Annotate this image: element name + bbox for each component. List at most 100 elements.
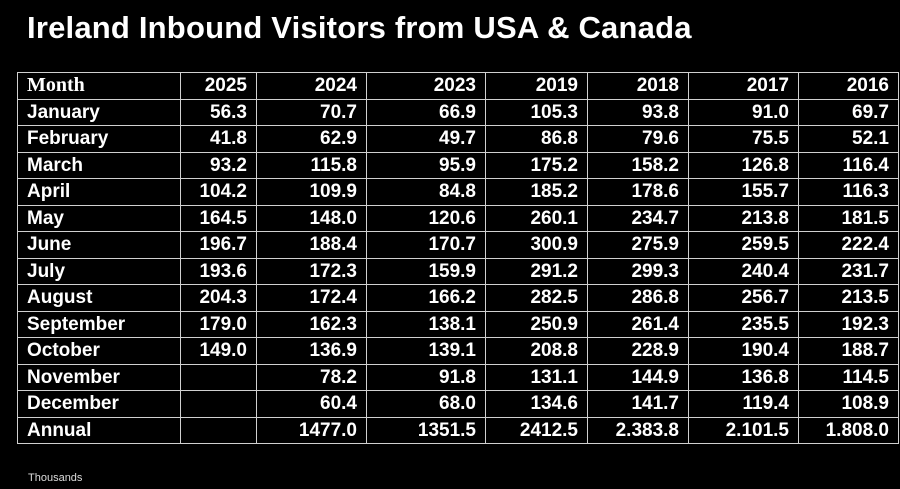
table-cell: 158.2	[587, 151, 689, 179]
table-row-december: December 60.4 68.0 134.6 141.7 119.4 108.9	[17, 390, 899, 418]
table-cell: 162.3	[256, 310, 367, 338]
table-cell: 68.0	[366, 390, 486, 418]
row-label: January	[17, 98, 181, 126]
table-cell: 1477.0	[256, 416, 367, 444]
table-cell: 261.4	[587, 310, 689, 338]
column-header-2023: 2023	[366, 72, 486, 100]
row-label: October	[17, 337, 181, 365]
table-row-september: September 179.0 162.3 138.1 250.9 261.4 235.5 1…	[17, 310, 899, 338]
table-cell: 172.3	[256, 257, 367, 285]
column-header-2025: 2025	[180, 72, 257, 100]
table-cell: 91.8	[366, 363, 486, 391]
table-cell: 2.101.5	[688, 416, 799, 444]
table-cell: 235.5	[688, 310, 799, 338]
row-label: September	[17, 310, 181, 338]
table-cell: 144.9	[587, 363, 689, 391]
table-cell: 222.4	[798, 231, 899, 259]
table-cell: 1351.5	[366, 416, 486, 444]
table-cell: 159.9	[366, 257, 486, 285]
visitors-table: Month 2025 2024 2023 2019 2018 2017 2016 Januar…	[17, 72, 899, 444]
unit-note: Thousands	[28, 472, 83, 484]
table-cell: 299.3	[587, 257, 689, 285]
table-cell: 79.6	[587, 125, 689, 153]
row-label: Annual	[17, 416, 181, 444]
table-cell: 139.1	[366, 337, 486, 365]
table-cell: 95.9	[366, 151, 486, 179]
table-cell: 148.0	[256, 204, 367, 232]
table-cell: 188.4	[256, 231, 367, 259]
table-cell: 2.383.8	[587, 416, 689, 444]
table-cell: 256.7	[688, 284, 799, 312]
table-row-january: January 56.3 70.7 66.9 105.3 93.8 91.0 69.7	[17, 98, 899, 126]
table-cell: 188.7	[798, 337, 899, 365]
table-cell: 155.7	[688, 178, 799, 206]
table-cell	[180, 390, 257, 418]
row-label: December	[17, 390, 181, 418]
table-row-august: August 204.3 172.4 166.2 282.5 286.8 256.7 213.…	[17, 284, 899, 312]
table-cell: 120.6	[366, 204, 486, 232]
table-cell: 75.5	[688, 125, 799, 153]
table-cell: 141.7	[587, 390, 689, 418]
table-row-july: July 193.6 172.3 159.9 291.2 299.3 240.4 231.7	[17, 257, 899, 285]
table-cell: 213.5	[798, 284, 899, 312]
table-cell: 178.6	[587, 178, 689, 206]
table-cell: 78.2	[256, 363, 367, 391]
table-cell: 204.3	[180, 284, 257, 312]
table-row-april: April 104.2 109.9 84.8 185.2 178.6 155.7 116.3	[17, 178, 899, 206]
table-row-march: March 93.2 115.8 95.9 175.2 158.2 126.8 116.4	[17, 151, 899, 179]
table-row-may: May 164.5 148.0 120.6 260.1 234.7 213.8 181.5	[17, 204, 899, 232]
table-cell: 62.9	[256, 125, 367, 153]
table-cell: 164.5	[180, 204, 257, 232]
table-cell: 175.2	[485, 151, 588, 179]
table-cell: 196.7	[180, 231, 257, 259]
table-cell: 166.2	[366, 284, 486, 312]
table-cell: 93.2	[180, 151, 257, 179]
table-cell: 116.4	[798, 151, 899, 179]
table-cell: 149.0	[180, 337, 257, 365]
table-cell: 138.1	[366, 310, 486, 338]
table-cell: 231.7	[798, 257, 899, 285]
table-cell: 56.3	[180, 98, 257, 126]
table-cell: 234.7	[587, 204, 689, 232]
table-cell: 286.8	[587, 284, 689, 312]
table-cell: 126.8	[688, 151, 799, 179]
header-row: Month 2025 2024 2023 2019 2018 2017 2016	[17, 72, 899, 100]
table-cell: 291.2	[485, 257, 588, 285]
table-cell	[180, 363, 257, 391]
table-row-november: November 78.2 91.8 131.1 144.9 136.8 114.5	[17, 363, 899, 391]
table-cell: 86.8	[485, 125, 588, 153]
table-cell: 275.9	[587, 231, 689, 259]
table-cell: 131.1	[485, 363, 588, 391]
column-header-month: Month	[17, 72, 181, 100]
table-cell: 109.9	[256, 178, 367, 206]
table-cell: 66.9	[366, 98, 486, 126]
row-label: March	[17, 151, 181, 179]
table-cell: 260.1	[485, 204, 588, 232]
table-cell: 69.7	[798, 98, 899, 126]
column-header-2017: 2017	[688, 72, 799, 100]
row-label: April	[17, 178, 181, 206]
column-header-2019: 2019	[485, 72, 588, 100]
table-cell: 240.4	[688, 257, 799, 285]
table-cell: 181.5	[798, 204, 899, 232]
table-cell: 119.4	[688, 390, 799, 418]
table-cell: 213.8	[688, 204, 799, 232]
table-cell: 91.0	[688, 98, 799, 126]
table-cell: 136.8	[688, 363, 799, 391]
table-cell: 136.9	[256, 337, 367, 365]
table-cell: 208.8	[485, 337, 588, 365]
row-label: July	[17, 257, 181, 285]
table-cell: 250.9	[485, 310, 588, 338]
table-cell: 105.3	[485, 98, 588, 126]
table-cell: 185.2	[485, 178, 588, 206]
table-cell: 84.8	[366, 178, 486, 206]
column-header-2024: 2024	[256, 72, 367, 100]
table-cell: 259.5	[688, 231, 799, 259]
column-header-2018: 2018	[587, 72, 689, 100]
table-cell: 114.5	[798, 363, 899, 391]
row-label: November	[17, 363, 181, 391]
table-cell: 116.3	[798, 178, 899, 206]
table-row-february: February 41.8 62.9 49.7 86.8 79.6 75.5 52.1	[17, 125, 899, 153]
table-cell: 52.1	[798, 125, 899, 153]
table-cell: 170.7	[366, 231, 486, 259]
